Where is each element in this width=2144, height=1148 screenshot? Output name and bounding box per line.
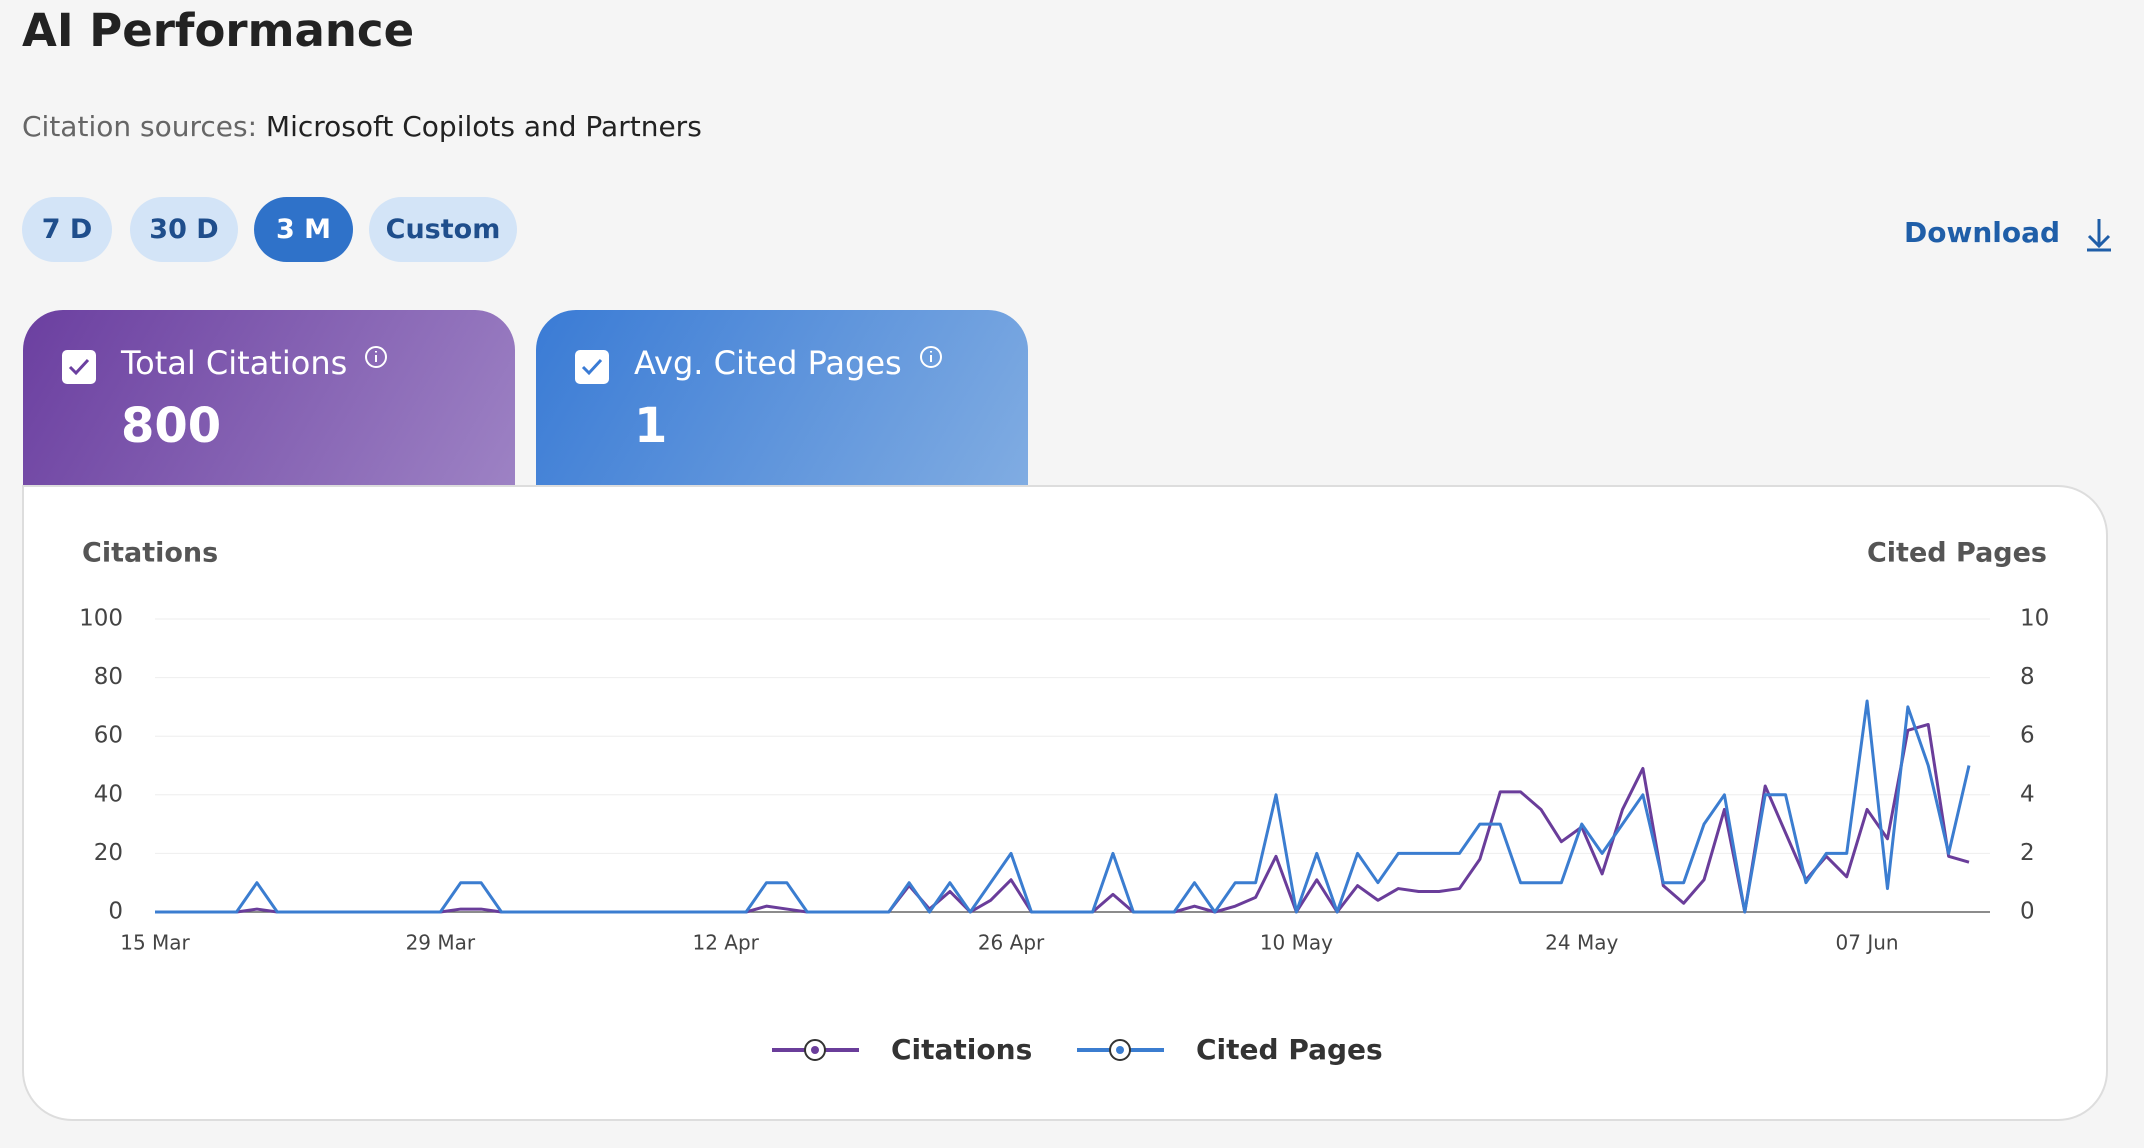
- legend-label: Cited Pages: [1196, 1033, 1383, 1066]
- checkbox[interactable]: [62, 350, 96, 384]
- metric-card[interactable]: Total Citations 800: [23, 310, 515, 485]
- x-tick-label: 15 Mar: [120, 931, 190, 955]
- download-icon: [2086, 219, 2111, 252]
- metric-card[interactable]: Avg. Cited Pages 1: [536, 310, 1028, 485]
- y2-tick-label: 10: [2020, 606, 2049, 632]
- checkbox[interactable]: [575, 350, 609, 384]
- card-label: Avg. Cited Pages: [634, 344, 944, 382]
- y2-tick-label: 6: [2020, 723, 2035, 749]
- source-value: Microsoft Copilots and Partners: [265, 110, 702, 143]
- y2-tick-label: 4: [2020, 781, 2035, 807]
- card-value: 800: [121, 398, 222, 454]
- source-label: Citation sources:: [22, 110, 258, 143]
- y2-tick-label: 2: [2020, 840, 2035, 866]
- y2-tick-label: 0: [2020, 899, 2035, 925]
- x-tick-label: 10 May: [1260, 931, 1333, 955]
- y-tick-label: 0: [108, 899, 123, 925]
- y-tick-label: 80: [94, 664, 123, 690]
- y-tick-label: 60: [94, 723, 123, 749]
- x-tick-label: 12 Apr: [692, 931, 759, 955]
- card-value: 1: [634, 398, 668, 454]
- line-series: [155, 699, 1971, 914]
- info-icon[interactable]: [363, 344, 389, 370]
- y2-tick-label: 8: [2020, 664, 2035, 690]
- range-button[interactable]: 7 D: [22, 197, 112, 262]
- legend-dot: [1116, 1046, 1124, 1054]
- y-tick-label: 20: [94, 840, 123, 866]
- download-label: Download: [1904, 216, 2061, 249]
- axis-title: Citations: [82, 538, 218, 569]
- x-tick-label: 24 May: [1545, 931, 1618, 955]
- chart-panel: [22, 485, 2108, 1121]
- x-tick-label: 26 Apr: [978, 931, 1045, 955]
- x-tick-label: 07 Jun: [1836, 931, 1899, 955]
- y-tick-label: 100: [79, 606, 123, 632]
- line-series: [155, 722, 1970, 914]
- x-tick-label: 29 Mar: [406, 931, 476, 955]
- legend-label: Citations: [891, 1033, 1032, 1066]
- download-button[interactable]: Download: [1904, 216, 2114, 252]
- axis-title: Cited Pages: [1867, 538, 2047, 569]
- card-label: Total Citations: [121, 344, 389, 382]
- citation-source: Citation sources: Microsoft Copilots and…: [22, 110, 702, 143]
- page-title: AI Performance: [22, 4, 415, 57]
- card-label-text: Total Citations: [121, 344, 348, 382]
- range-button[interactable]: 30 D: [130, 197, 238, 262]
- info-icon[interactable]: [918, 344, 944, 370]
- card-label-text: Avg. Cited Pages: [634, 344, 902, 382]
- range-button[interactable]: 3 M: [254, 197, 353, 262]
- legend-dot: [811, 1046, 819, 1054]
- y-tick-label: 40: [94, 781, 123, 807]
- range-button[interactable]: Custom: [369, 197, 517, 262]
